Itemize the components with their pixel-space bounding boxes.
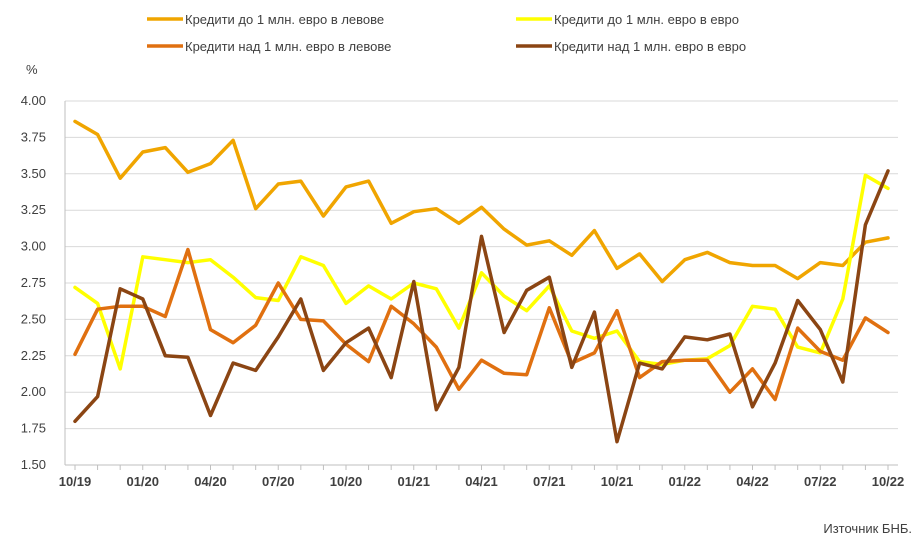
series-lines: [73, 119, 890, 444]
x-tick-label: 10/20: [330, 474, 363, 489]
series-line-3: [73, 247, 890, 402]
series-line-2: [73, 173, 890, 371]
legend-label: Кредити до 1 млн. евро в евро: [554, 12, 739, 27]
y-tick-label: 2.00: [21, 384, 46, 399]
axes: 4.00 3.75 3.50 3.25 3.00 2.75 2.50 2.25 2.00 1.75…: [21, 93, 905, 489]
legend-label: Кредити до 1 млн. евро в левове: [185, 12, 384, 27]
x-tick-label: 10/22: [872, 474, 905, 489]
y-tick-label: 3.75: [21, 129, 46, 144]
y-tick-label: 2.50: [21, 311, 46, 326]
y-tick-label: 3.00: [21, 239, 46, 254]
legend-label: Кредити над 1 млн. евро в евро: [554, 39, 746, 54]
y-tick-label: 1.75: [21, 421, 46, 436]
x-tick-label: 07/20: [262, 474, 295, 489]
legend: Кредити до 1 млн. евро в левове Кредити д…: [147, 12, 746, 54]
y-tick-label: 4.00: [21, 93, 46, 108]
y-tick-label: 2.25: [21, 348, 46, 363]
source-note: Източник БНБ.: [823, 521, 912, 536]
x-tick-label: 07/21: [533, 474, 566, 489]
x-tick-label: 01/20: [126, 474, 159, 489]
legend-label: Кредити над 1 млн. евро в левове: [185, 39, 391, 54]
y-tick-label: 3.25: [21, 202, 46, 217]
x-tick-label: 04/22: [736, 474, 769, 489]
x-tick-label: 04/20: [194, 474, 227, 489]
x-tick-label: 01/21: [397, 474, 430, 489]
x-tick-label: 10/21: [601, 474, 634, 489]
series-line-4: [73, 169, 890, 444]
x-tick-label: 07/22: [804, 474, 837, 489]
x-tick-label: 01/22: [668, 474, 701, 489]
x-tick-label: 10/19: [59, 474, 92, 489]
x-tick-label: 04/21: [465, 474, 498, 489]
series-line-1: [73, 119, 890, 284]
y-axis-unit-label: %: [26, 62, 38, 77]
y-tick-label: 1.50: [21, 457, 46, 472]
y-tick-label: 2.75: [21, 275, 46, 290]
y-tick-label: 3.50: [21, 166, 46, 181]
